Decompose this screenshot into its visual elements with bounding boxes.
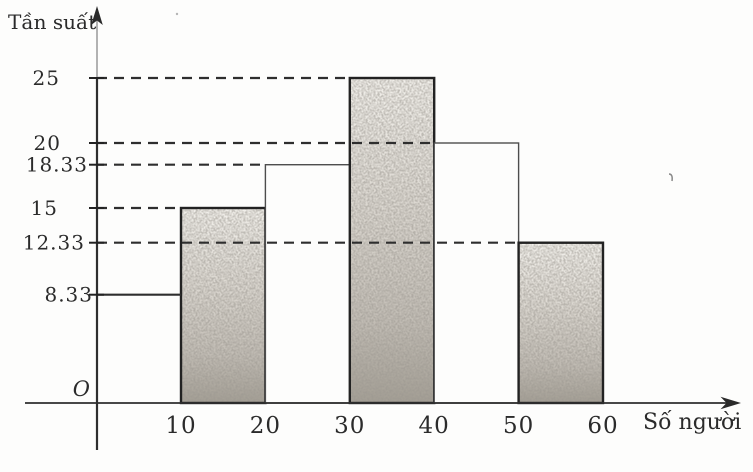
bar-20-30 — [264, 164, 351, 404]
y-tick-label-12.33: 12.33 — [23, 231, 85, 255]
bar-30-40 — [348, 76, 436, 405]
y-axis-title: Tần suất — [8, 10, 96, 34]
bar-outline — [433, 142, 520, 404]
bar-10-20 — [179, 206, 267, 405]
y-tick-label-20: 20 — [34, 131, 61, 155]
bar-50-60 — [517, 241, 605, 405]
x-tick-label-20: 20 — [250, 413, 281, 439]
guide-lines-layer — [97, 76, 519, 296]
y-axis-arrow-icon — [91, 6, 103, 25]
bar-grain-texture — [181, 208, 266, 403]
scan-artifacts — [175, 12, 673, 182]
bar-outline — [264, 164, 351, 404]
bar-grain-texture — [518, 242, 603, 403]
x-axis-title: Số người — [643, 409, 741, 435]
y-tick-label-25: 25 — [33, 66, 60, 90]
x-axis-arrow-icon — [720, 396, 741, 410]
x-tick-label-40: 40 — [419, 413, 450, 439]
x-tick-label-50: 50 — [503, 413, 534, 439]
scan-speck — [175, 12, 179, 16]
y-tick-label-15: 15 — [31, 196, 58, 220]
origin-label: O — [73, 377, 90, 401]
bar-40-50 — [433, 142, 520, 404]
x-tick-label-60: 60 — [587, 413, 618, 439]
bars-layer — [179, 76, 605, 405]
y-tick-label-18.33: 18.33 — [26, 153, 88, 177]
ticks-layer — [89, 77, 104, 296]
axes-layer — [25, 6, 741, 450]
scan-speck — [668, 173, 673, 182]
x-tick-label-10: 10 — [165, 413, 196, 439]
bar-grain-texture — [349, 78, 435, 403]
x-tick-label-30: 30 — [334, 413, 365, 439]
y-tick-label-8.33: 8.33 — [44, 283, 93, 307]
labels-layer: Tần suất Số người O 252018.331512.338.33… — [8, 10, 741, 439]
